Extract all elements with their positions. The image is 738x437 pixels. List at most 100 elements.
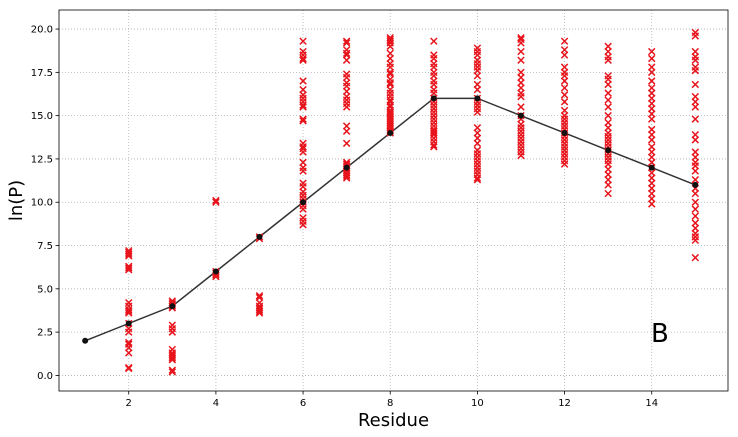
scatter-point bbox=[299, 101, 307, 109]
scatter-point bbox=[691, 66, 700, 75]
scatter-point bbox=[691, 103, 700, 111]
y-tick-label: 5.0 bbox=[37, 284, 53, 295]
scatter-point bbox=[691, 175, 700, 184]
scatter-point bbox=[299, 77, 307, 85]
scatter-point bbox=[604, 96, 612, 104]
scatter-point bbox=[125, 250, 133, 258]
scatter-point bbox=[299, 205, 307, 213]
scatter-point bbox=[560, 37, 569, 45]
scatter-point bbox=[386, 42, 394, 51]
scatter-point bbox=[125, 252, 133, 260]
scatter-point bbox=[430, 37, 438, 45]
scatter-point bbox=[299, 117, 307, 125]
line-point bbox=[517, 112, 524, 119]
scatter-point bbox=[430, 143, 438, 151]
scatter-point bbox=[604, 89, 612, 97]
y-tick-label: 2.5 bbox=[37, 328, 53, 339]
scatter-point bbox=[691, 253, 700, 262]
scatter-point bbox=[560, 51, 569, 59]
line-markers bbox=[82, 95, 699, 344]
scatter-point bbox=[342, 56, 351, 64]
scatter-point bbox=[604, 80, 612, 89]
line-point bbox=[343, 164, 350, 171]
scatter-point bbox=[125, 349, 133, 357]
scatter-point bbox=[299, 167, 307, 175]
line-point bbox=[648, 164, 655, 171]
line-point bbox=[169, 303, 176, 310]
scatter-point bbox=[386, 68, 394, 77]
scatter-point bbox=[647, 54, 656, 63]
scatter-point bbox=[255, 292, 264, 300]
scatter-point bbox=[517, 39, 525, 47]
scatter-point bbox=[342, 172, 351, 180]
scatter-point bbox=[342, 39, 351, 47]
line-point bbox=[561, 129, 568, 136]
scatter-point bbox=[691, 189, 700, 198]
scatter-point bbox=[691, 80, 700, 89]
y-tick-label: 15.0 bbox=[31, 111, 53, 122]
scatter-point bbox=[647, 115, 656, 123]
scatter-point bbox=[299, 103, 307, 111]
scatter-point bbox=[168, 356, 177, 364]
scatter-point bbox=[604, 103, 612, 111]
line-point bbox=[82, 337, 89, 344]
scatter-point bbox=[604, 189, 612, 198]
y-tick-label: 17.5 bbox=[31, 68, 53, 79]
line-point bbox=[256, 233, 263, 240]
scatter-point bbox=[430, 141, 438, 149]
scatter-point bbox=[691, 198, 700, 206]
x-tick-label: 8 bbox=[387, 398, 393, 409]
scatter-point bbox=[125, 264, 133, 272]
scatter-point bbox=[299, 37, 307, 45]
scatter-point bbox=[647, 77, 656, 85]
x-axis-title: Residue bbox=[358, 410, 429, 431]
scatter-point bbox=[168, 368, 177, 376]
scatter-point bbox=[125, 266, 133, 274]
scatter-point bbox=[342, 37, 351, 45]
scatter-point bbox=[560, 91, 569, 99]
scatter-point bbox=[560, 84, 569, 92]
scatter-point bbox=[299, 56, 307, 64]
scatter-point bbox=[473, 72, 482, 80]
scatter-point bbox=[517, 56, 525, 64]
scatter-point bbox=[691, 212, 700, 220]
scatter-point bbox=[125, 364, 133, 373]
y-tick-label: 10.0 bbox=[31, 198, 53, 209]
scatter-point bbox=[255, 309, 264, 317]
scatter-point bbox=[299, 115, 307, 123]
x-tick-label: 10 bbox=[471, 398, 484, 409]
axis-ticks: 2 4 6 8 10 12 14 0.0 2.5 5.0 7.5 10.0 12.5 15.0 17.5 20… bbox=[31, 25, 658, 409]
scatter-point bbox=[604, 111, 612, 120]
scatter-series bbox=[125, 28, 700, 376]
scatter-point bbox=[125, 309, 133, 317]
scatter-point bbox=[691, 167, 700, 175]
x-tick-label: 14 bbox=[645, 398, 658, 409]
y-tick-label: 20.0 bbox=[31, 25, 53, 36]
line-point bbox=[300, 199, 307, 206]
scatter-point bbox=[212, 196, 220, 205]
scatter-point bbox=[691, 115, 700, 123]
x-tick-label: 12 bbox=[558, 398, 571, 409]
y-tick-label: 0.0 bbox=[37, 371, 53, 382]
scatter-point bbox=[386, 79, 394, 87]
scatter-point bbox=[647, 47, 656, 56]
scatter-point bbox=[473, 85, 482, 94]
line-point bbox=[387, 129, 394, 136]
scatter-point bbox=[691, 236, 700, 245]
line-point bbox=[474, 95, 481, 102]
plot-frame bbox=[58, 9, 729, 392]
scatter-point bbox=[691, 56, 700, 64]
scatter-point bbox=[299, 148, 307, 156]
scatter-point bbox=[299, 54, 307, 63]
scatter-point bbox=[168, 354, 177, 362]
scatter-point bbox=[473, 174, 482, 182]
x-tick-label: 4 bbox=[213, 398, 219, 409]
scatter-point bbox=[473, 139, 482, 148]
line-point bbox=[605, 147, 612, 154]
scatter-point bbox=[604, 56, 612, 64]
scatter-point bbox=[647, 200, 656, 208]
x-tick-label: 2 bbox=[126, 398, 132, 409]
scatter-point bbox=[604, 181, 612, 189]
